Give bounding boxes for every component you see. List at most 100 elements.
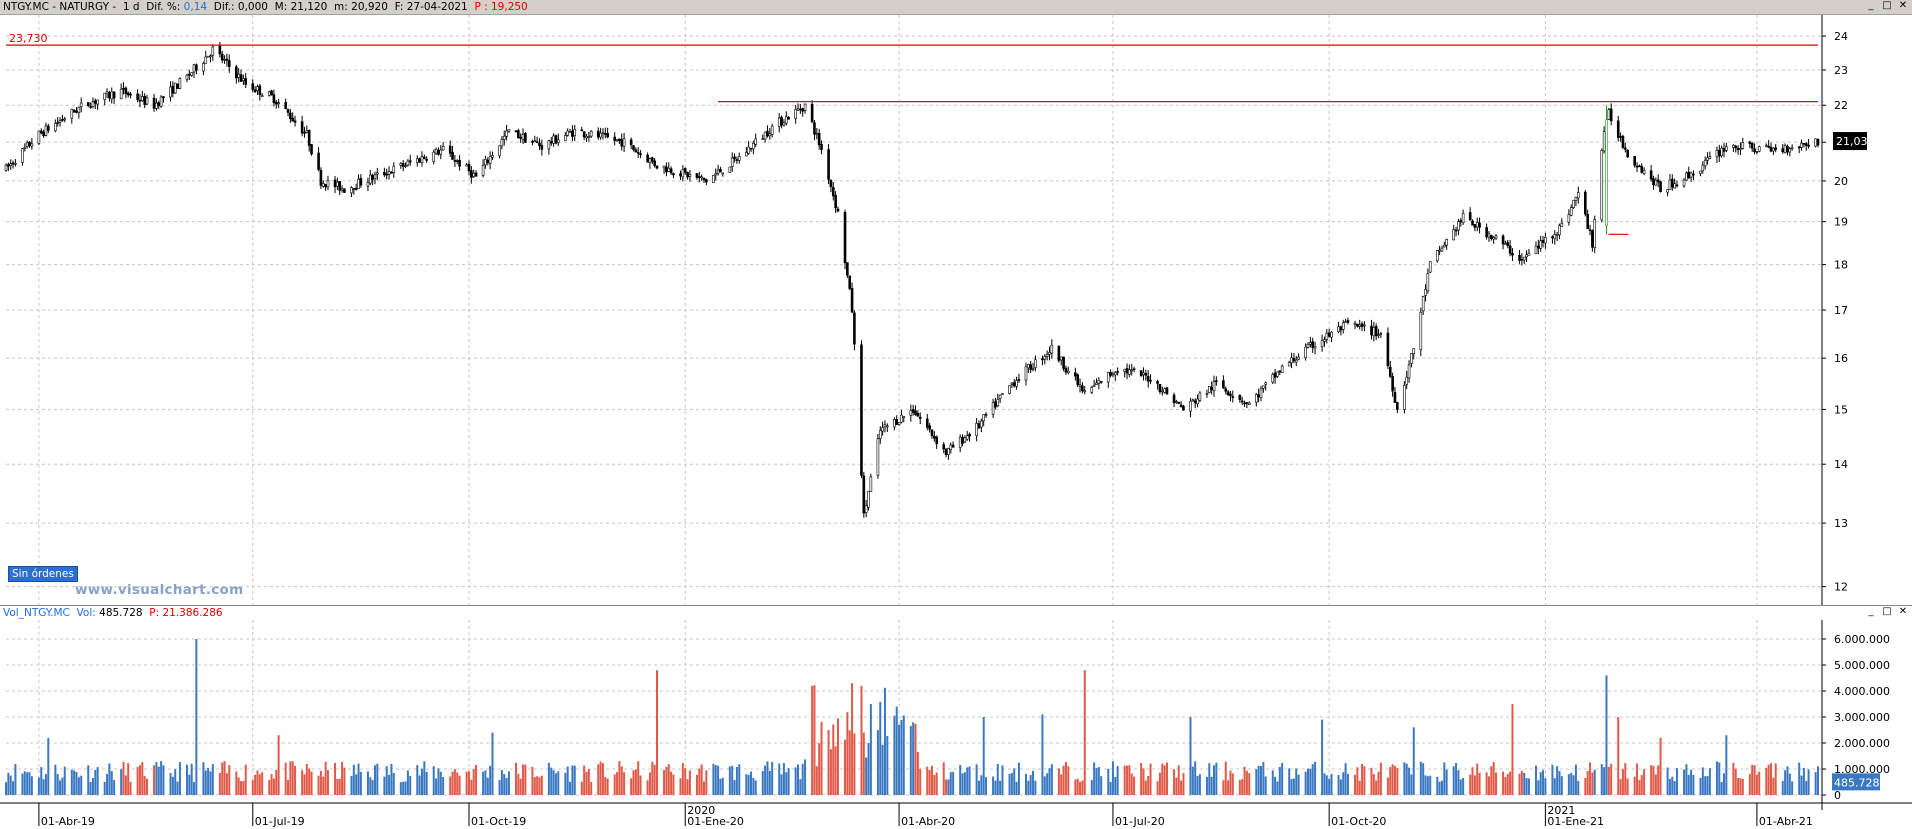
volume-bar [1321,719,1324,795]
candle [1215,376,1218,386]
volume-bar [157,766,160,795]
candle [1008,385,1011,395]
candle [1487,231,1491,242]
candle [1440,245,1444,252]
volume-bar [536,776,539,795]
volume-bar [437,768,440,795]
candle [404,162,407,168]
volume-bar [684,768,687,795]
candle [505,124,508,141]
volume-bar [1511,704,1514,795]
price-tick-label: 17 [1834,304,1848,317]
candle [1405,370,1409,389]
candle [1553,230,1557,245]
price-header-text: NTGY.MC - NATURGY - 1 d Dif. %: 0,14 Dif… [3,1,528,13]
candle [1560,218,1564,227]
candle [79,97,83,113]
candle [376,167,379,181]
volume-bar [1008,773,1011,795]
volume-minimize-button[interactable]: _ [1868,606,1874,617]
candle [653,158,656,168]
candle [705,178,708,186]
volume-bar [738,764,741,795]
candle [28,141,31,148]
volume-bar [1114,777,1117,795]
candle [415,155,419,167]
volume-bar [996,763,999,795]
orders-badge[interactable]: Sin órdenes [8,566,78,582]
volume-bar [985,777,988,795]
candle [1605,105,1608,235]
volume-bar [1553,778,1556,795]
close-button[interactable]: ✕ [1898,0,1908,11]
date-tick-label: 01-Jul-20 [1115,815,1165,828]
candle [195,63,198,75]
volume-bar [228,765,231,795]
volume-bar [832,724,835,795]
volume-bar [1370,767,1373,795]
volume-bar [324,761,327,795]
candle [1576,186,1580,204]
price-tick-label: 12 [1834,581,1848,594]
vol-p-label: P: [149,607,160,619]
volume-close-button[interactable]: ✕ [1898,606,1908,617]
volume-bar [1323,773,1326,795]
candle [1116,367,1119,376]
volume-bar [1389,767,1392,795]
candle [1687,166,1691,180]
volume-bar [949,772,952,795]
price-chart[interactable]: 23,730 1213141516171819202122232421,03 [0,15,1912,605]
volume-bar [717,765,720,795]
volume-bar [322,776,325,795]
candle [408,154,412,166]
candle [72,109,76,113]
candle [571,125,574,142]
volume-bar [1551,764,1554,795]
candle [458,155,461,171]
volume-bar [110,771,113,795]
candle [1410,353,1413,368]
volume-bar [77,777,80,795]
volume-bar [1123,765,1126,795]
volume-maximize-button[interactable]: □ [1882,606,1892,617]
candle [1541,235,1545,248]
candle [596,127,600,140]
candle [1353,320,1357,329]
volume-bar [21,773,24,795]
volume-bar [1802,767,1805,795]
volume-bar [1076,778,1079,795]
maximize-button[interactable]: □ [1882,0,1892,11]
volume-bar [472,768,475,795]
volume-bar [1509,771,1512,795]
candle [1412,348,1416,360]
candle [155,98,158,111]
candle [564,132,567,142]
candle [1699,170,1702,177]
candle [1160,386,1164,396]
price-value: 19,250 [491,1,528,13]
candle [1703,156,1707,170]
volume-chart[interactable]: 0 1.000.000 2.000.000 3.000.000 4.000.000 5.0… [0,620,1912,829]
candle [549,136,553,146]
candle [897,422,901,426]
volume-bar [23,771,26,795]
candle [244,72,248,88]
candle [223,55,226,64]
candle [420,151,424,167]
volume-bar [1408,767,1411,795]
candle [519,133,522,143]
candle [1243,400,1246,407]
volume-bar [1013,768,1016,795]
candle [390,171,393,174]
volume-bar [385,766,388,795]
minimize-button[interactable]: _ [1868,0,1874,11]
volume-bar [1537,780,1540,795]
volume-bar [1325,775,1328,795]
candle [984,412,988,418]
candle [728,166,732,173]
volume-bar [1643,769,1646,795]
volume-bar [623,772,626,795]
volume-bar [190,763,193,795]
volume-bar [1356,767,1359,795]
volume-bar [160,761,163,795]
